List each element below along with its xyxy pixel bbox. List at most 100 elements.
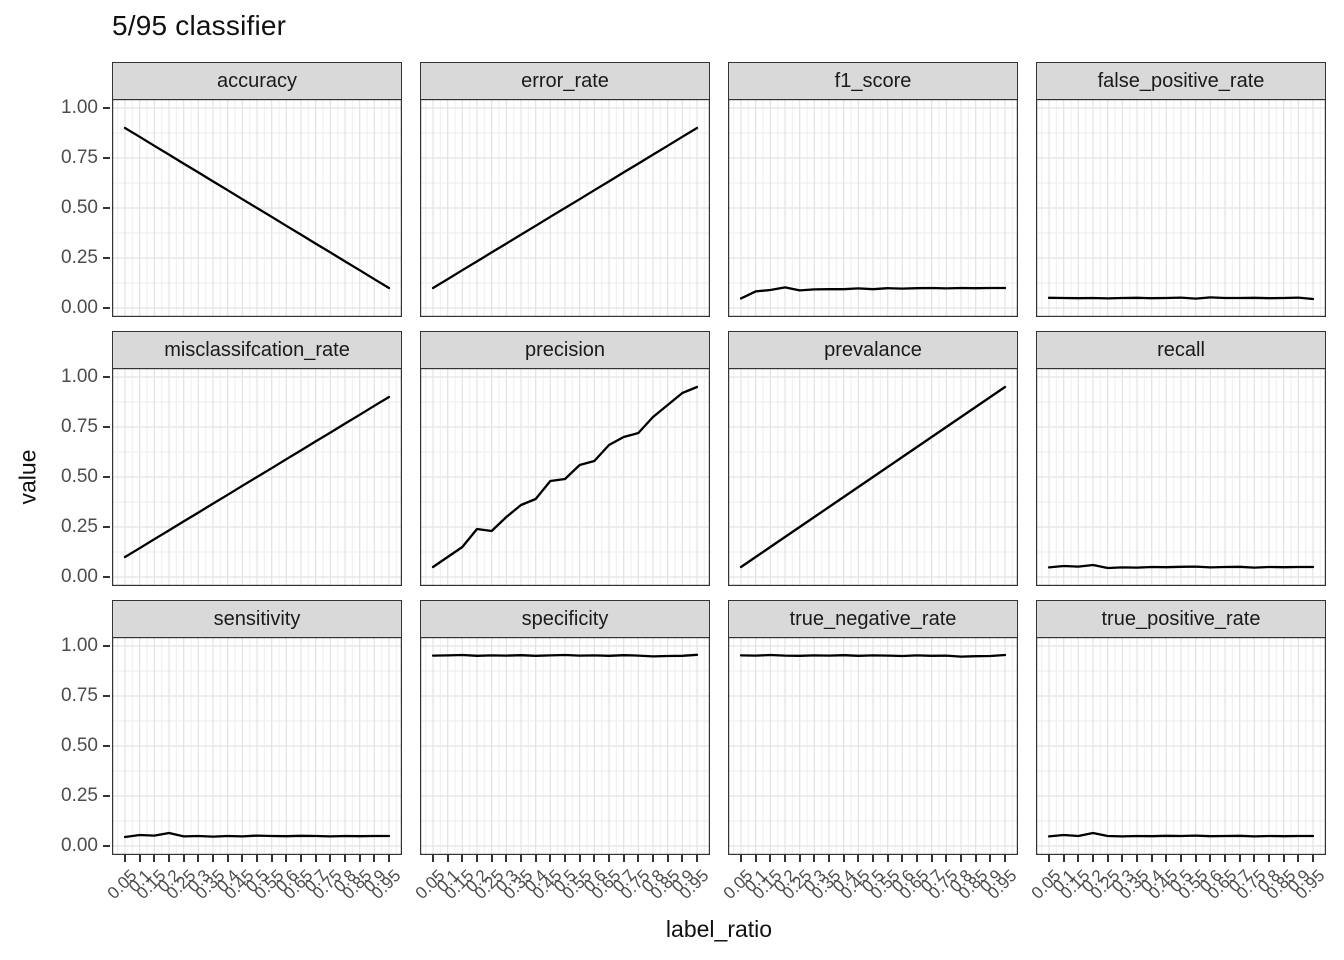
facet-panel-misclassifcation_rate bbox=[112, 368, 402, 586]
y-tick-label: 0.75 bbox=[61, 147, 98, 168]
x-tick-mark bbox=[1106, 855, 1109, 862]
y-tick-label: 0.00 bbox=[61, 566, 98, 587]
facet-panel-recall bbox=[1036, 368, 1326, 586]
facet-strip-sensitivity: sensitivity bbox=[112, 600, 402, 638]
x-tick-mark bbox=[1150, 855, 1153, 862]
x-tick-mark bbox=[461, 855, 464, 862]
x-tick-mark bbox=[1092, 855, 1094, 862]
y-axis-row-1: 1.00 0.75 0.50 0.25 0.00 bbox=[0, 97, 112, 318]
x-tick-mark bbox=[945, 855, 948, 862]
data-line-true_positive_rate bbox=[1047, 831, 1315, 838]
y-tick-label: 1.00 bbox=[61, 366, 98, 387]
y-tick-mark bbox=[103, 795, 110, 797]
data-line-error_rate bbox=[431, 126, 699, 290]
x-tick-mark bbox=[344, 855, 346, 862]
y-tick-label: 0.00 bbox=[61, 835, 98, 856]
x-tick-mark bbox=[314, 855, 317, 862]
x-tick-mark bbox=[608, 855, 610, 862]
y-tick-label: 0.75 bbox=[61, 416, 98, 437]
x-tick-mark bbox=[652, 855, 654, 862]
y-tick-mark bbox=[103, 207, 110, 209]
x-tick-mark bbox=[622, 855, 625, 862]
facet-panel-false_positive_rate bbox=[1036, 99, 1326, 317]
facet-strip-true_negative_rate: true_negative_rate bbox=[728, 600, 1018, 638]
y-tick-mark bbox=[103, 376, 110, 378]
x-axis-title: label_ratio bbox=[665, 916, 773, 942]
x-tick-mark bbox=[1180, 855, 1182, 862]
plot-title: 5/95 classifier bbox=[112, 10, 287, 41]
x-tick-mark bbox=[828, 855, 830, 862]
facet-strip-specificity: specificity bbox=[420, 600, 710, 638]
y-tick-mark bbox=[103, 426, 110, 428]
y-tick-mark bbox=[103, 107, 110, 109]
facet-panel-true_positive_rate bbox=[1036, 637, 1326, 855]
x-tick-mark bbox=[974, 855, 977, 862]
y-tick-label: 0.50 bbox=[61, 466, 98, 487]
x-tick-mark bbox=[1253, 855, 1256, 862]
x-tick-mark bbox=[901, 855, 904, 862]
x-tick-mark bbox=[549, 855, 552, 862]
x-tick-mark bbox=[124, 855, 126, 862]
x-tick-mark bbox=[432, 855, 434, 862]
x-tick-mark bbox=[1297, 855, 1300, 862]
data-line-true_negative_rate bbox=[739, 653, 1007, 658]
x-tick-mark bbox=[1224, 855, 1226, 862]
y-tick-label: 1.00 bbox=[61, 97, 98, 118]
x-tick-mark bbox=[842, 855, 845, 862]
facet-strip-error_rate: error_rate bbox=[420, 62, 710, 100]
facet-strip-precision: precision bbox=[420, 331, 710, 369]
x-tick-mark bbox=[872, 855, 874, 862]
y-tick-label: 0.00 bbox=[61, 297, 98, 318]
x-tick-mark bbox=[857, 855, 860, 862]
x-tick-mark bbox=[769, 855, 772, 862]
facet-strip-prevalance: prevalance bbox=[728, 331, 1018, 369]
y-tick-mark bbox=[103, 257, 110, 259]
facet-strip-misclassifcation_rate: misclassifcation_rate bbox=[112, 331, 402, 369]
y-tick-mark bbox=[103, 645, 110, 647]
facet-panel-true_negative_rate bbox=[728, 637, 1018, 855]
y-tick-mark bbox=[103, 526, 110, 528]
x-tick-mark bbox=[754, 855, 757, 862]
facet-panel-accuracy bbox=[112, 99, 402, 317]
facet-panel-prevalance bbox=[728, 368, 1018, 586]
x-tick-mark bbox=[490, 855, 493, 862]
x-tick-mark bbox=[446, 855, 449, 862]
data-line-specificity bbox=[431, 653, 699, 658]
y-tick-mark bbox=[103, 845, 110, 847]
x-tick-mark bbox=[256, 855, 258, 862]
data-line-precision bbox=[431, 385, 699, 569]
y-tick-label: 0.25 bbox=[61, 247, 98, 268]
facet-panel-f1_score bbox=[728, 99, 1018, 317]
x-tick-mark bbox=[329, 855, 332, 862]
x-tick-mark bbox=[388, 855, 390, 862]
x-tick-mark bbox=[153, 855, 156, 862]
y-tick-label: 0.75 bbox=[61, 685, 98, 706]
x-tick-mark bbox=[520, 855, 522, 862]
x-tick-mark bbox=[138, 855, 141, 862]
y-tick-mark bbox=[103, 576, 110, 578]
y-tick-label: 0.25 bbox=[61, 516, 98, 537]
facet-strip-f1_score: f1_score bbox=[728, 62, 1018, 100]
x-tick-mark bbox=[784, 855, 786, 862]
x-tick-mark bbox=[197, 855, 200, 862]
x-tick-mark bbox=[916, 855, 918, 862]
x-tick-mark bbox=[960, 855, 962, 862]
facet-strip-recall: recall bbox=[1036, 331, 1326, 369]
x-axis-col-3: 0.05 0.1 0.15 0.2 0.25 0.3 0.35 0.4 0.45 0.5 0.55 0… bbox=[720, 855, 1020, 925]
y-tick-mark bbox=[103, 307, 110, 309]
x-tick-mark bbox=[1312, 855, 1314, 862]
x-tick-mark bbox=[1004, 855, 1006, 862]
x-axis-col-1: 0.05 0.1 0.15 0.2 0.25 0.3 0.35 0.4 0.45 0.5 0.55 0… bbox=[104, 855, 404, 925]
x-tick-mark bbox=[1077, 855, 1080, 862]
x-tick-mark bbox=[681, 855, 684, 862]
x-tick-mark bbox=[358, 855, 361, 862]
x-tick-mark bbox=[930, 855, 933, 862]
x-tick-mark bbox=[578, 855, 581, 862]
x-tick-mark bbox=[1048, 855, 1050, 862]
y-axis-row-2: 1.00 0.75 0.50 0.25 0.00 bbox=[0, 366, 112, 587]
x-tick-mark bbox=[534, 855, 537, 862]
x-axis-col-4: 0.05 0.1 0.15 0.2 0.25 0.3 0.35 0.4 0.45 0.5 0.55 0… bbox=[1028, 855, 1328, 925]
x-tick-mark bbox=[476, 855, 478, 862]
y-tick-mark bbox=[103, 157, 110, 159]
